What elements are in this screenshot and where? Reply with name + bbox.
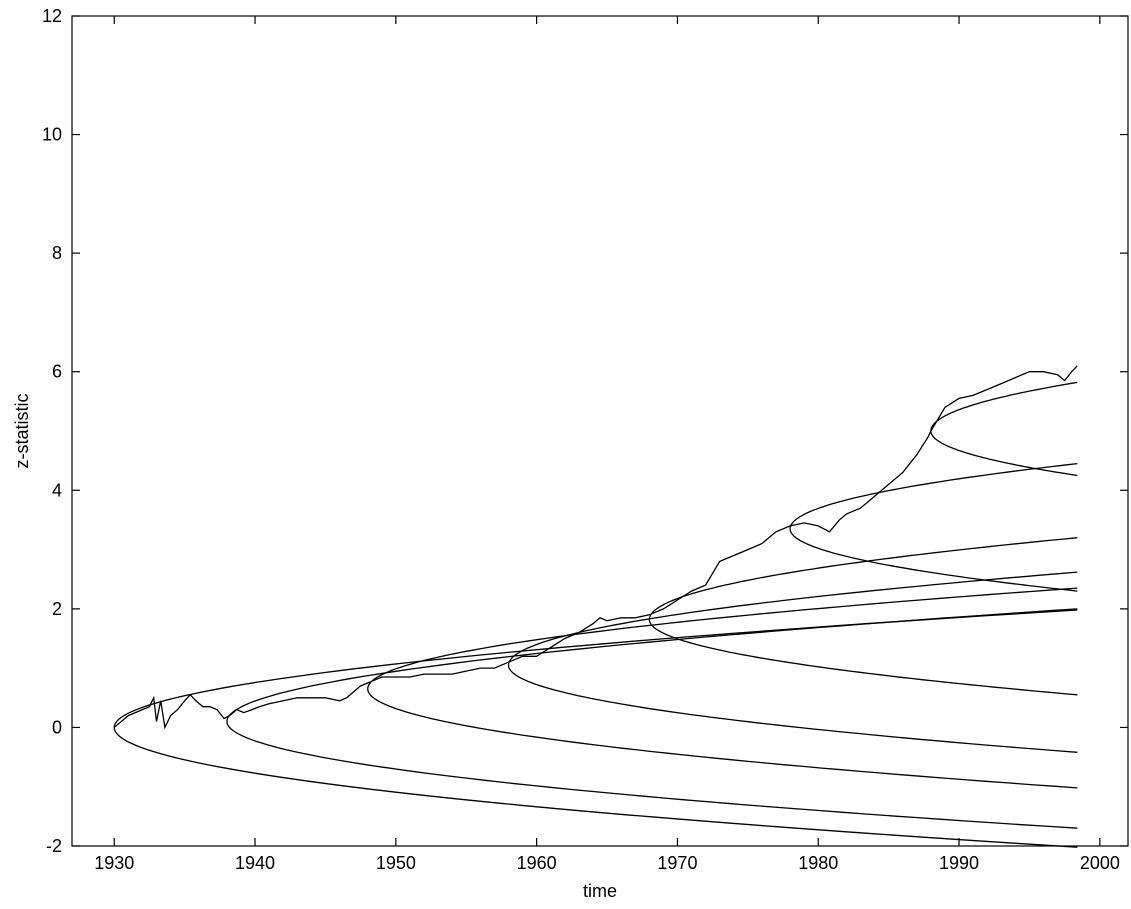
y-tick-label: 6 bbox=[52, 362, 62, 382]
y-tick-label: 2 bbox=[52, 599, 62, 619]
lower-boundary-curve bbox=[507, 665, 1078, 753]
lower-boundary-curve bbox=[789, 528, 1078, 592]
x-tick-label: 1970 bbox=[657, 853, 697, 873]
x-tick-label: 1930 bbox=[94, 853, 134, 873]
upper-boundary-curve bbox=[507, 571, 1078, 666]
x-tick-label: 1990 bbox=[939, 853, 979, 873]
x-tick-label: 1980 bbox=[798, 853, 838, 873]
upper-boundary-curve bbox=[226, 608, 1078, 722]
y-axis-label: z-statistic bbox=[12, 393, 32, 468]
x-tick-label: 1940 bbox=[235, 853, 275, 873]
y-tick-label: 0 bbox=[52, 717, 62, 737]
upper-boundary-curve bbox=[930, 381, 1078, 431]
z-statistic-line bbox=[113, 365, 1078, 730]
upper-boundary-curve bbox=[789, 462, 1078, 529]
lower-boundary-curve bbox=[113, 727, 1078, 848]
y-tick-label: 12 bbox=[42, 6, 62, 26]
upper-boundary-curve bbox=[648, 537, 1078, 620]
ticks bbox=[72, 15, 1128, 847]
y-tick-label: 10 bbox=[42, 125, 62, 145]
y-tick-label: 8 bbox=[52, 243, 62, 263]
lower-boundary-curve bbox=[226, 721, 1078, 829]
tick-labels: 1930 1940 1950 1960 1970 1980 1990 2000 -2 0 2 4 6 8 1… bbox=[42, 6, 1120, 873]
y-tick-label: -2 bbox=[46, 836, 62, 856]
curves bbox=[113, 365, 1078, 848]
x-tick-label: 1950 bbox=[376, 853, 416, 873]
x-tick-label: 1960 bbox=[517, 853, 557, 873]
y-tick-label: 4 bbox=[52, 480, 62, 500]
lower-boundary-curve bbox=[648, 619, 1078, 696]
upper-boundary-curve bbox=[367, 587, 1078, 689]
lower-boundary-curve bbox=[367, 688, 1078, 789]
x-axis-label: time bbox=[583, 881, 617, 901]
lower-boundary-curve bbox=[930, 431, 1078, 477]
upper-boundary-curve bbox=[113, 609, 1078, 728]
plot-frame bbox=[71, 15, 1129, 847]
x-tick-label: 2000 bbox=[1080, 853, 1120, 873]
